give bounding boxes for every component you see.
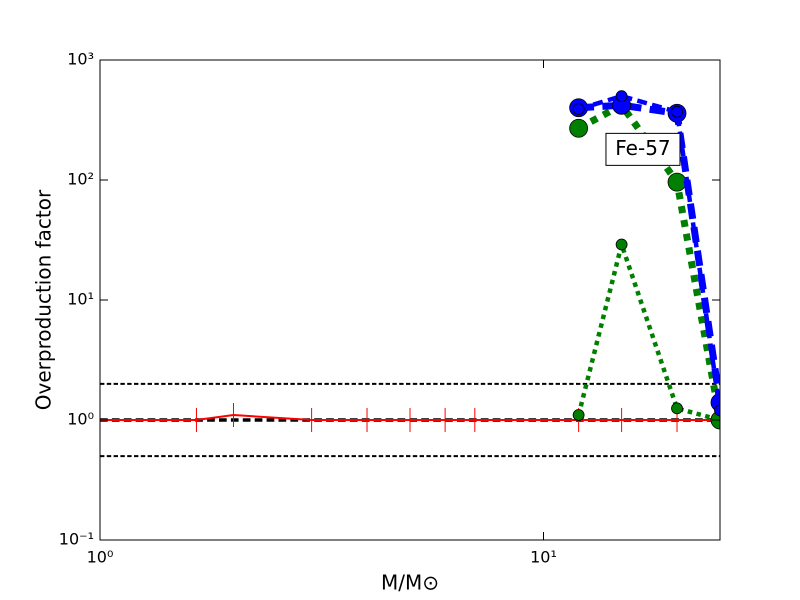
marker xyxy=(714,404,720,417)
marker xyxy=(615,90,628,103)
y-tick-label: 10⁻¹ xyxy=(59,530,94,549)
series-line xyxy=(576,236,720,423)
y-tick-label: 10¹ xyxy=(67,290,94,309)
x-tick-label: 10¹ xyxy=(530,548,557,567)
marker xyxy=(615,238,628,251)
y-tick-label: 10² xyxy=(67,170,94,189)
annotation-box xyxy=(605,132,681,166)
y-axis-label: Overproduction factor xyxy=(32,189,56,410)
marker xyxy=(572,409,585,421)
marker xyxy=(671,402,683,415)
marker xyxy=(667,172,687,192)
series-line xyxy=(100,414,720,421)
y-tick-label: 10³ xyxy=(67,50,94,69)
annotation: Fe-57 xyxy=(615,136,670,160)
marker xyxy=(671,105,683,118)
x-axis-label: M/M⊙ xyxy=(381,571,439,595)
y-tick-label: 10⁰ xyxy=(67,410,94,429)
x-tick-label: 10⁰ xyxy=(87,548,114,567)
series-line xyxy=(577,93,720,411)
marker xyxy=(572,103,585,115)
marker xyxy=(569,118,589,138)
